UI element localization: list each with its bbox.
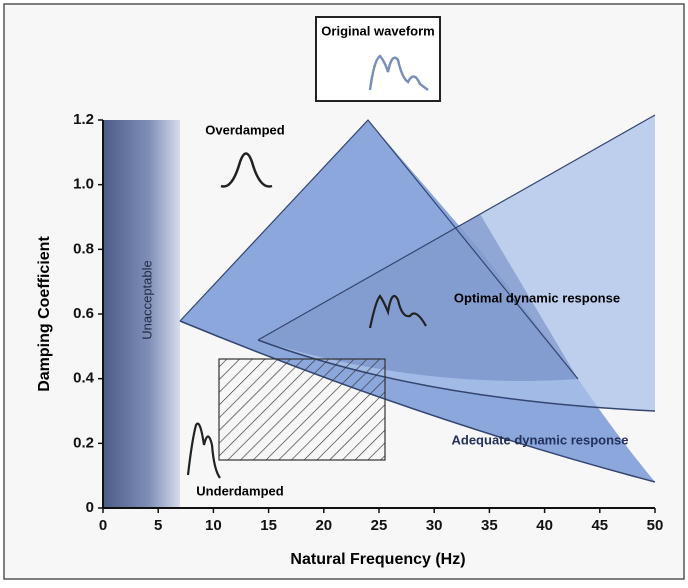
y-tick-label: 0.4	[73, 370, 95, 387]
x-tick-label: 25	[371, 517, 388, 534]
unacceptable-region	[103, 120, 180, 508]
x-axis-label: Natural Frequency (Hz)	[290, 551, 465, 568]
x-tick-label: 10	[205, 517, 222, 534]
x-tick-label: 35	[481, 517, 498, 534]
x-tick-label: 45	[591, 517, 608, 534]
x-tick-label: 5	[154, 517, 162, 534]
y-tick-label: 0.8	[73, 240, 94, 257]
chart-title: Original waveform	[321, 23, 434, 38]
boundary	[179, 320, 656, 483]
x-tick-label: 30	[426, 517, 443, 534]
y-tick-label: 0.2	[73, 434, 94, 451]
x-tick-label: 0	[99, 517, 107, 534]
waveform-icon	[368, 294, 427, 329]
x-tick-label: 15	[260, 517, 277, 534]
annotation: Overdamped	[205, 122, 285, 137]
hatched-region	[218, 358, 386, 461]
boundary	[257, 339, 656, 412]
x-tick-label: 40	[536, 517, 553, 534]
overlap-region	[258, 214, 578, 381]
y-axis-label: Damping Coefficient	[36, 236, 53, 392]
x-tick-label: 50	[647, 517, 664, 534]
boundary	[257, 114, 656, 341]
annotation: Adequate dynamic response	[452, 432, 629, 447]
y-tick-label: 1.2	[73, 111, 94, 128]
waveform-icon	[186, 422, 221, 479]
y-tick-label: 1.0	[73, 176, 94, 193]
y-tick-label: 0	[86, 499, 94, 516]
annotation: Optimal dynamic response	[454, 290, 620, 305]
annotation: Underdamped	[196, 483, 283, 498]
annotation: Unacceptable	[139, 260, 154, 340]
waveform-icon	[220, 152, 273, 188]
y-tick-label: 0.6	[73, 305, 94, 322]
boundary	[179, 119, 579, 380]
x-tick-label: 20	[315, 517, 332, 534]
waveform-icon	[368, 54, 429, 91]
